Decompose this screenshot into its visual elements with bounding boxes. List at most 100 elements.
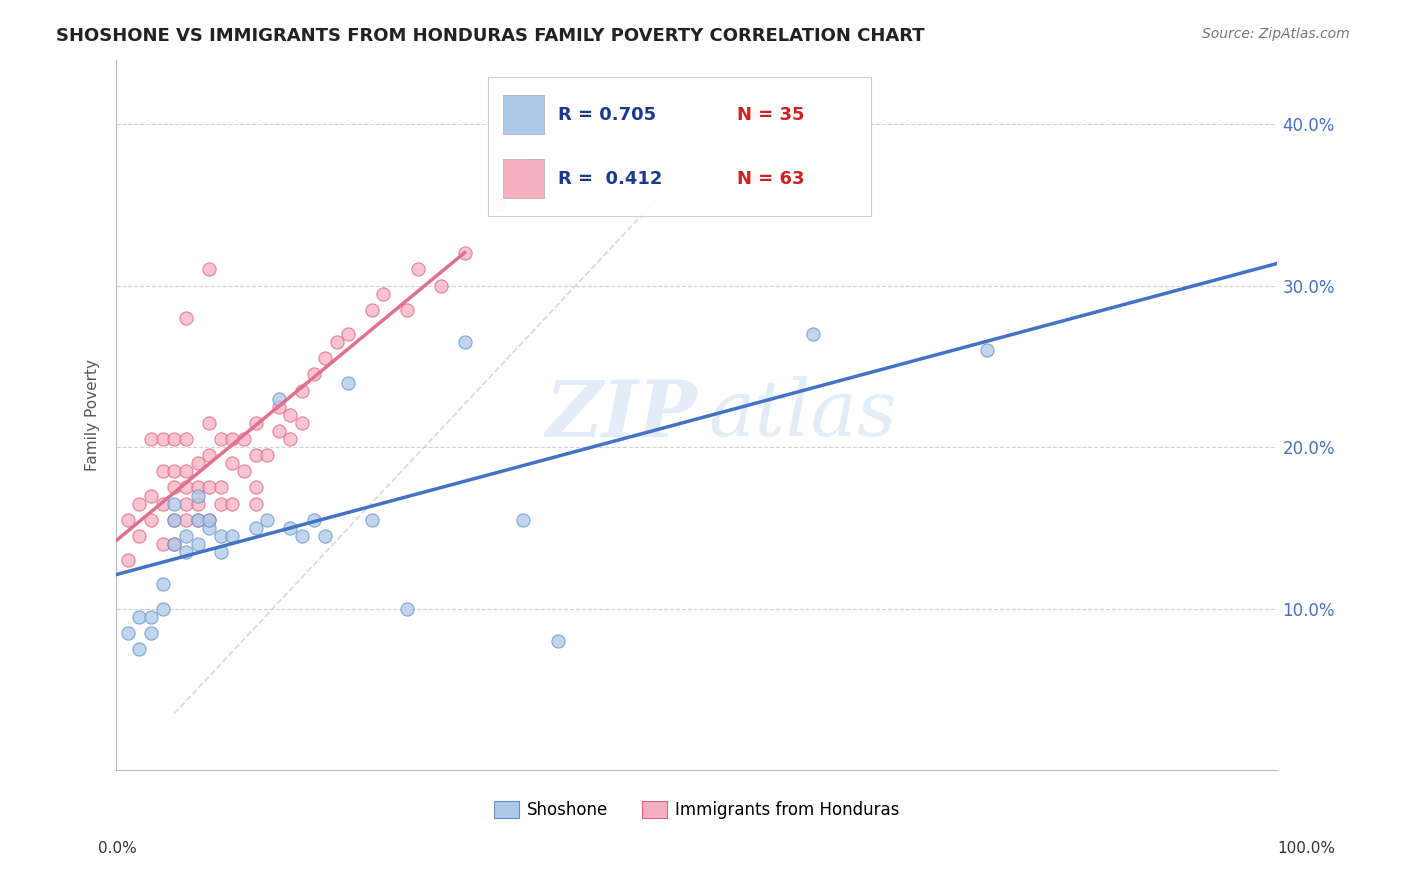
- Point: [187, 456, 209, 470]
- Point: [187, 513, 209, 527]
- Point: [198, 513, 221, 527]
- Point: [267, 400, 290, 414]
- Point: [152, 432, 174, 446]
- Point: [187, 513, 209, 527]
- Point: [152, 601, 174, 615]
- Point: [163, 464, 186, 478]
- Point: [117, 553, 139, 567]
- Text: ZIP: ZIP: [546, 376, 697, 453]
- FancyBboxPatch shape: [488, 78, 870, 216]
- Point: [360, 513, 382, 527]
- Point: [128, 497, 150, 511]
- Point: [256, 448, 278, 462]
- Point: [337, 327, 360, 342]
- Point: [337, 376, 360, 390]
- Point: [163, 497, 186, 511]
- Point: [314, 529, 336, 543]
- Point: [267, 424, 290, 438]
- Point: [280, 432, 302, 446]
- Point: [976, 343, 998, 358]
- Point: [512, 513, 534, 527]
- Text: R = 0.705: R = 0.705: [558, 106, 655, 124]
- Point: [152, 537, 174, 551]
- Point: [512, 182, 534, 196]
- Point: [267, 392, 290, 406]
- Point: [221, 432, 243, 446]
- Point: [198, 513, 221, 527]
- Text: R =  0.412: R = 0.412: [558, 170, 662, 188]
- Point: [256, 513, 278, 527]
- Text: Source: ZipAtlas.com: Source: ZipAtlas.com: [1202, 27, 1350, 41]
- Point: [395, 601, 418, 615]
- Point: [163, 537, 186, 551]
- Point: [163, 513, 186, 527]
- Point: [373, 286, 395, 301]
- Text: 100.0%: 100.0%: [1278, 841, 1336, 856]
- Bar: [503, 159, 544, 198]
- Point: [280, 408, 302, 422]
- Point: [163, 432, 186, 446]
- Point: [163, 537, 186, 551]
- Point: [163, 480, 186, 494]
- Point: [291, 416, 314, 430]
- Point: [801, 327, 824, 342]
- Text: N = 63: N = 63: [738, 170, 806, 188]
- Point: [117, 625, 139, 640]
- Legend: Shoshone, Immigrants from Honduras: Shoshone, Immigrants from Honduras: [488, 794, 907, 826]
- Point: [128, 609, 150, 624]
- Point: [406, 262, 429, 277]
- Point: [198, 262, 221, 277]
- Point: [221, 497, 243, 511]
- Point: [523, 157, 546, 171]
- Point: [453, 246, 475, 260]
- Point: [198, 448, 221, 462]
- Point: [488, 198, 510, 212]
- Point: [245, 480, 267, 494]
- Point: [187, 489, 209, 503]
- Point: [174, 432, 197, 446]
- Point: [198, 521, 221, 535]
- Point: [547, 633, 569, 648]
- Point: [139, 489, 162, 503]
- Text: N = 35: N = 35: [738, 106, 806, 124]
- Point: [117, 513, 139, 527]
- Point: [128, 641, 150, 656]
- Point: [221, 529, 243, 543]
- Point: [152, 497, 174, 511]
- Point: [326, 335, 349, 350]
- Point: [174, 497, 197, 511]
- Point: [198, 416, 221, 430]
- Point: [453, 335, 475, 350]
- Point: [174, 529, 197, 543]
- Point: [291, 384, 314, 398]
- Point: [430, 278, 453, 293]
- Text: atlas: atlas: [709, 376, 897, 453]
- Point: [395, 302, 418, 317]
- Point: [139, 432, 162, 446]
- Point: [174, 464, 197, 478]
- Y-axis label: Family Poverty: Family Poverty: [86, 359, 100, 471]
- Point: [174, 310, 197, 325]
- Point: [139, 513, 162, 527]
- Point: [280, 521, 302, 535]
- Point: [221, 456, 243, 470]
- Point: [128, 529, 150, 543]
- Point: [139, 625, 162, 640]
- Point: [209, 497, 232, 511]
- Point: [360, 302, 382, 317]
- Point: [245, 448, 267, 462]
- Point: [187, 480, 209, 494]
- Point: [152, 464, 174, 478]
- Point: [198, 480, 221, 494]
- Point: [245, 416, 267, 430]
- Point: [314, 351, 336, 366]
- Point: [209, 432, 232, 446]
- Point: [291, 529, 314, 543]
- Point: [233, 464, 256, 478]
- Point: [209, 529, 232, 543]
- Point: [209, 480, 232, 494]
- Point: [187, 497, 209, 511]
- Point: [187, 537, 209, 551]
- Point: [245, 497, 267, 511]
- Text: SHOSHONE VS IMMIGRANTS FROM HONDURAS FAMILY POVERTY CORRELATION CHART: SHOSHONE VS IMMIGRANTS FROM HONDURAS FAM…: [56, 27, 925, 45]
